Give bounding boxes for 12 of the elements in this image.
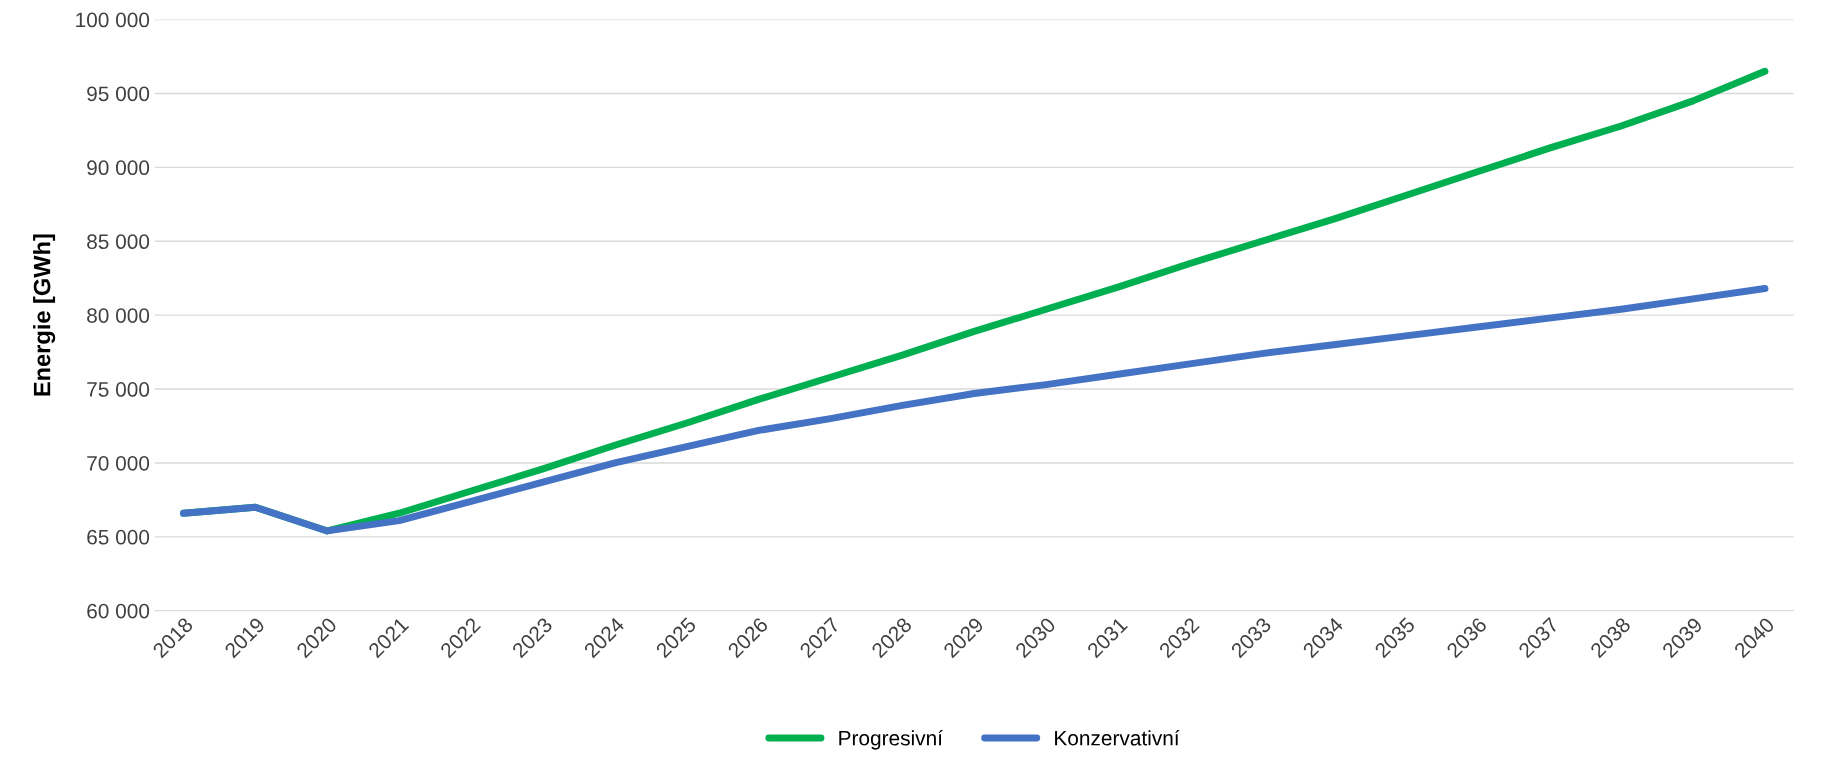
legend-label: Konzervativní [1055,729,1180,746]
y-tick-label: 80 000 [87,308,150,323]
y-tick-label: 65 000 [87,529,150,545]
y-tick-label: 70 000 [87,455,150,471]
y-tick-label: 95 000 [87,86,150,102]
y-tick-label: 75 000 [87,382,150,397]
y-tick-label: 100 000 [76,12,150,28]
y-tick-label: 85 000 [87,234,150,250]
y-tick-label: 60 000 [87,603,150,619]
y-axis-title: Energie [GWh] [33,234,56,396]
legend-label: Progresivní [839,729,943,750]
y-tick-label: 90 000 [87,160,150,176]
